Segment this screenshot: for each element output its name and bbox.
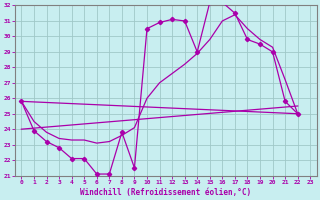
X-axis label: Windchill (Refroidissement éolien,°C): Windchill (Refroidissement éolien,°C) — [80, 188, 252, 197]
